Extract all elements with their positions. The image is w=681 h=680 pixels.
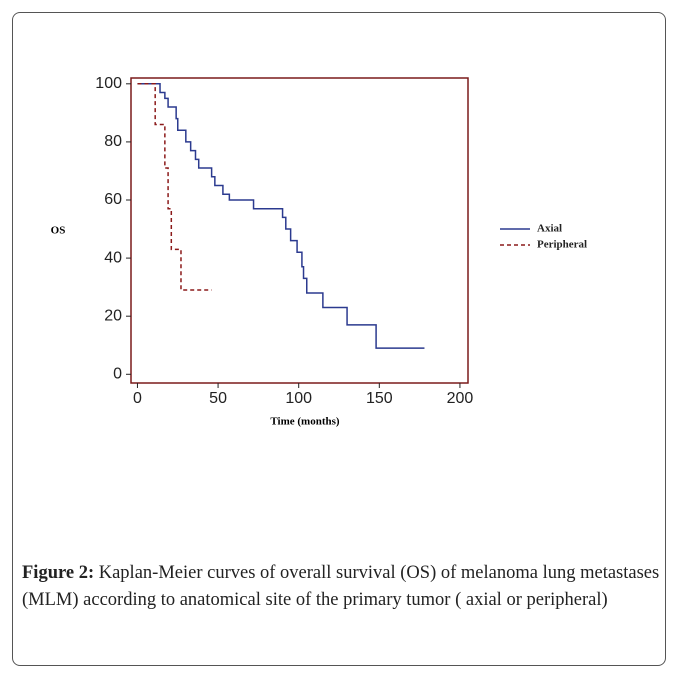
x-tick-label: 100 (285, 390, 312, 407)
caption: Figure 2: Kaplan-Meier curves of overall… (22, 560, 662, 614)
y-tick-label: 80 (104, 133, 122, 150)
y-tick-label: 0 (113, 366, 122, 383)
x-axis-label: Time (months) (270, 416, 339, 428)
legend-label: Peripheral (537, 239, 587, 251)
y-tick-label: 40 (104, 249, 122, 266)
chart: Time (months) OS 0 20 40 60 80 100 0 50 100 150 20… (51, 75, 587, 428)
plot-frame (130, 77, 469, 384)
survival-curve (137, 83, 212, 291)
y-axis-label: OS (51, 225, 66, 237)
caption-label: Figure 2: (22, 563, 95, 583)
y-tick-label: 100 (95, 75, 122, 92)
survival-curve (137, 83, 425, 349)
x-tick-label: 200 (447, 390, 474, 407)
y-tick-label: 20 (104, 307, 122, 324)
figure-frame (12, 12, 666, 666)
caption-text: Kaplan-Meier curves of overall survival … (22, 563, 660, 610)
x-tick-label: 150 (366, 390, 393, 407)
x-tick-label: 0 (133, 390, 142, 407)
x-tick-label: 50 (209, 390, 227, 407)
y-tick-label: 60 (104, 191, 122, 208)
legend-label: Axial (537, 223, 562, 235)
